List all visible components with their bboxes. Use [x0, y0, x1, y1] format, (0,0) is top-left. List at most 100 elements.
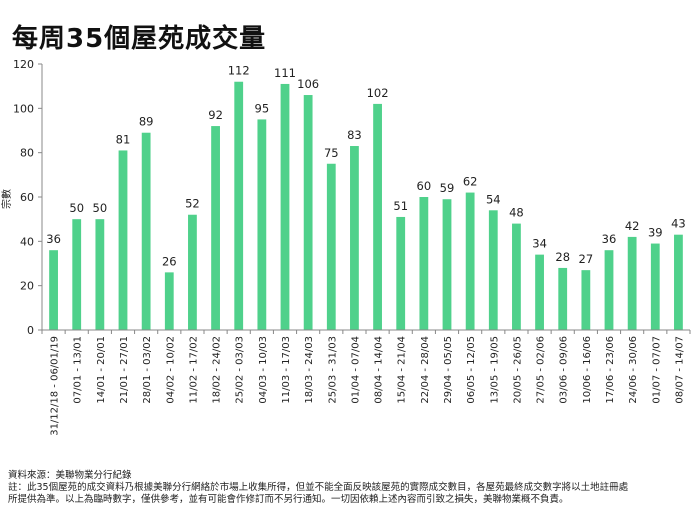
x-tick-label: 04/03 - 10/03	[258, 336, 269, 404]
data-label: 75	[324, 146, 339, 160]
data-label: 51	[393, 199, 408, 213]
bar	[650, 243, 660, 330]
x-tick-label: 21/01 - 27/01	[119, 336, 130, 404]
x-tick-label: 11/03 - 17/03	[281, 336, 292, 404]
x-tick-label: 17/06 - 23/06	[605, 336, 616, 404]
bars	[49, 81, 683, 331]
bar	[674, 234, 683, 330]
data-label: 89	[139, 115, 154, 129]
data-label: 50	[93, 201, 108, 215]
bar	[234, 81, 244, 330]
bar	[627, 236, 637, 330]
bar	[164, 272, 174, 330]
bar	[188, 214, 197, 330]
bar	[488, 210, 498, 330]
bar	[257, 119, 267, 331]
bar	[442, 199, 452, 330]
data-label: 26	[162, 254, 177, 268]
x-tick-label: 15/04 - 21/04	[397, 336, 408, 404]
x-tick-label: 14/01 - 20/01	[96, 336, 107, 404]
x-tick-label: 03/06 - 09/06	[559, 336, 570, 404]
y-tick-label: 80	[20, 147, 34, 160]
data-label: 27	[579, 252, 594, 266]
data-label: 36	[602, 232, 617, 246]
data-label: 50	[69, 201, 84, 215]
data-label: 111	[274, 66, 296, 80]
footnote-note-line2: 所提供為準。以上為臨時數字，僅供參考，並有可能會作修訂而不另行通知。一切因依賴上…	[8, 494, 569, 505]
x-tick-label: 27/05 - 02/06	[536, 336, 547, 404]
bar	[373, 103, 382, 331]
data-label: 28	[555, 250, 570, 264]
x-tick-label: 11/02 - 17/02	[188, 336, 199, 404]
bar	[326, 163, 336, 330]
footnote-source: 資料來源：美聯物業分行紀錄	[8, 470, 132, 481]
bar	[49, 250, 58, 330]
x-tick-label: 06/05 - 12/05	[466, 336, 477, 404]
bar	[465, 192, 475, 330]
bar	[95, 219, 105, 330]
x-tick-label: 01/07 - 07/07	[651, 336, 662, 404]
data-label: 39	[648, 226, 663, 240]
bar	[512, 223, 521, 330]
x-tick-label: 22/04 - 28/04	[420, 336, 431, 404]
data-label: 60	[417, 179, 432, 193]
data-label: 36	[46, 232, 61, 246]
data-label: 43	[671, 217, 686, 231]
x-tick-label: 08/04 - 14/04	[374, 336, 385, 404]
bar	[141, 132, 151, 330]
x-tick-label: 25/02 - 03/03	[235, 336, 246, 404]
x-tick-label: 18/03 - 24/03	[304, 336, 315, 404]
x-tick-label: 07/01 - 13/01	[73, 336, 84, 404]
y-axis: 0 20 40 60 80 100 120	[13, 58, 43, 337]
bar	[558, 267, 568, 330]
bar	[350, 146, 359, 330]
data-label: 92	[208, 108, 223, 122]
data-label: 95	[255, 101, 270, 115]
data-label: 83	[347, 128, 362, 142]
bar	[419, 197, 429, 330]
bar	[118, 150, 128, 330]
bar	[303, 95, 313, 331]
x-tick-label: 25/03 - 31/03	[327, 336, 338, 404]
data-label: 59	[440, 181, 455, 195]
data-label: 112	[228, 64, 250, 78]
chart-title: 每周35個屋苑成交量	[12, 24, 267, 54]
y-tick-label: 40	[20, 235, 34, 248]
y-axis-label: 宗數	[0, 189, 13, 209]
bar	[211, 126, 220, 330]
y-tick-label: 60	[20, 191, 34, 204]
data-label: 54	[486, 192, 501, 206]
bar	[396, 216, 406, 330]
y-tick-label: 100	[13, 102, 34, 115]
y-tick-label: 120	[13, 58, 34, 71]
x-tick-label: 24/06 - 30/06	[628, 336, 639, 404]
x-tick-label: 18/02 - 24/02	[212, 336, 223, 404]
y-tick-label: 20	[20, 280, 34, 293]
data-label: 81	[116, 132, 131, 146]
x-tick-label: 13/05 - 19/05	[489, 336, 500, 404]
bar	[535, 254, 544, 330]
data-label: 42	[625, 219, 640, 233]
x-tick-label: 20/05 - 26/05	[512, 336, 523, 404]
bar	[604, 250, 614, 330]
footnote-note-line1: 註：此35個屋苑的成交資料乃根據美聯分行網絡於市場上收集所得，但並不能全面反映該…	[8, 482, 629, 493]
x-tick-label: 01/04 - 07/04	[350, 336, 361, 404]
data-label: 62	[463, 175, 478, 189]
x-tick-label: 10/06 - 16/06	[582, 336, 593, 404]
bar	[72, 219, 82, 330]
x-tick-label: 04/02 - 10/02	[165, 336, 176, 404]
data-label: 102	[367, 86, 389, 100]
x-axis: 31/12/18 - 06/01/19 07/01 - 13/01 14/01 - …	[41, 329, 691, 436]
bar	[581, 270, 591, 330]
data-label: 106	[297, 77, 319, 91]
x-tick-label: 29/04 - 05/05	[443, 336, 454, 404]
x-tick-label: 28/01 - 03/02	[142, 336, 153, 404]
x-tick-label: 31/12/18 - 06/01/19	[50, 336, 61, 436]
data-label: 34	[532, 237, 547, 251]
data-label: 52	[185, 197, 200, 211]
bar	[280, 83, 290, 330]
y-tick-label: 0	[27, 324, 34, 337]
data-label: 48	[509, 206, 524, 220]
